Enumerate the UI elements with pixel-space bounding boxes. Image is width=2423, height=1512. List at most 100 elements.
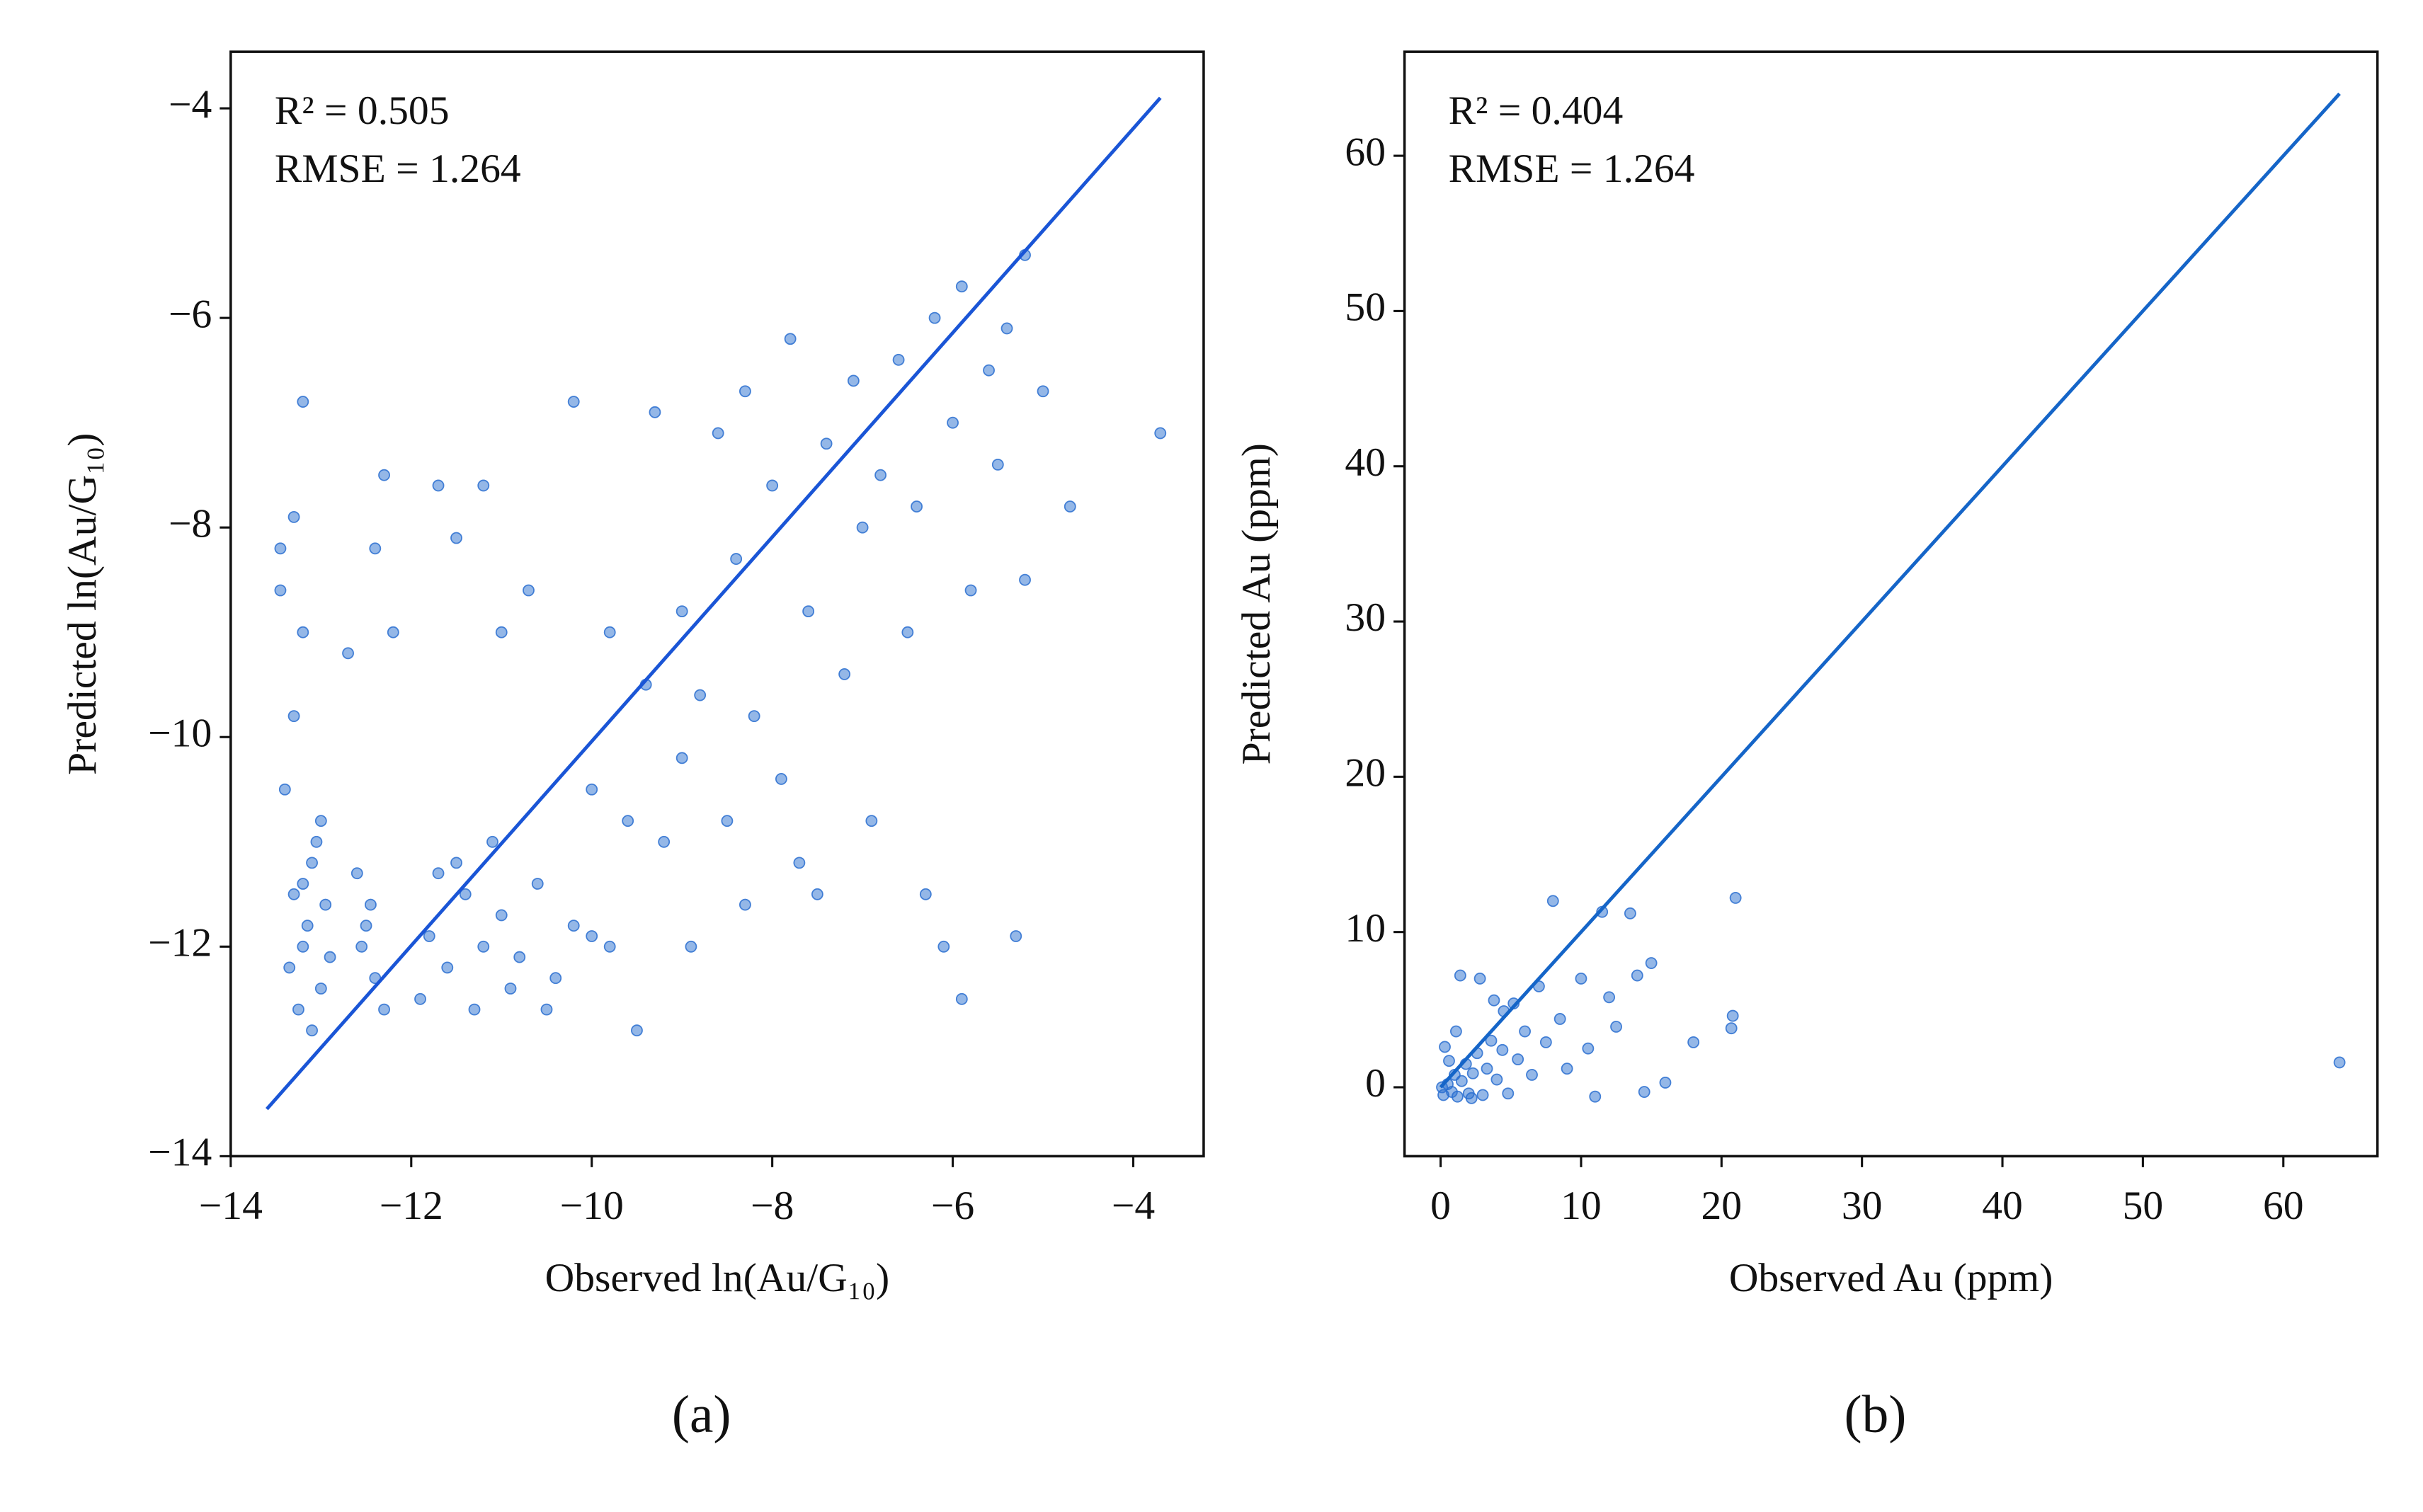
y-axis-label: Predicted ln(Au/G₁₀)	[60, 433, 105, 775]
point	[495, 626, 508, 638]
point	[350, 867, 363, 880]
point	[1502, 1087, 1515, 1100]
x-tick-label: −12	[380, 1184, 443, 1228]
x-tick-label: 20	[1701, 1184, 1742, 1228]
point	[1645, 957, 1658, 969]
point	[549, 972, 562, 985]
point	[1526, 1069, 1538, 1081]
point	[432, 479, 445, 492]
point	[1726, 1009, 1739, 1022]
point	[1631, 969, 1643, 982]
point	[694, 689, 707, 701]
x-tick-label: 0	[1430, 1184, 1451, 1228]
point	[1659, 1076, 1672, 1089]
point	[297, 396, 309, 408]
point	[730, 553, 743, 566]
point	[991, 458, 1004, 471]
point	[495, 909, 508, 922]
point	[278, 783, 291, 796]
annotation: R² = 0.505	[275, 88, 450, 133]
x-tick-label: 30	[1842, 1184, 1883, 1228]
x-tick-label: 40	[1982, 1184, 2023, 1228]
panel-caption: (a)	[672, 1385, 731, 1444]
point	[274, 584, 287, 597]
point	[1589, 1090, 1602, 1103]
point	[748, 710, 760, 723]
point	[1582, 1042, 1595, 1055]
point	[983, 364, 995, 377]
y-tick-label: −4	[169, 82, 212, 127]
y-tick-label: 50	[1345, 285, 1386, 330]
point	[414, 992, 426, 1005]
x-tick-label: −6	[931, 1184, 974, 1228]
point	[292, 1003, 304, 1016]
point	[721, 815, 734, 827]
plot-area	[266, 96, 1167, 1111]
point	[1512, 1053, 1524, 1065]
point	[540, 1003, 553, 1016]
point	[1037, 385, 1049, 398]
point	[649, 406, 661, 418]
x-tick-label: −8	[751, 1184, 794, 1228]
x-tick-label: 10	[1561, 1184, 1602, 1228]
point	[586, 783, 598, 796]
point	[1455, 1075, 1468, 1087]
point	[1496, 1043, 1509, 1056]
point	[603, 940, 616, 953]
point	[1481, 1063, 1493, 1075]
point	[1575, 973, 1587, 985]
point	[838, 668, 851, 680]
point	[856, 521, 869, 534]
y-tick-label: −12	[148, 921, 212, 966]
point	[314, 815, 327, 827]
y-tick-label: −6	[169, 292, 212, 336]
point	[387, 626, 399, 638]
point	[459, 888, 472, 900]
point	[301, 920, 314, 932]
y-tick-label: 0	[1365, 1061, 1386, 1106]
x-tick-label: 60	[2263, 1184, 2304, 1228]
point	[675, 605, 688, 618]
annotation: RMSE = 1.264	[1449, 147, 1695, 191]
point	[423, 930, 435, 942]
y-tick-label: 10	[1345, 906, 1386, 951]
point	[1539, 1036, 1552, 1048]
reference-line	[1439, 92, 2341, 1089]
point	[1476, 1089, 1489, 1101]
point	[306, 1024, 318, 1037]
point	[1485, 1034, 1498, 1047]
point	[1473, 973, 1486, 985]
point	[486, 835, 498, 848]
panel-caption: (b)	[1845, 1385, 1907, 1444]
point	[342, 647, 354, 660]
point	[1449, 1025, 1462, 1038]
point	[820, 437, 833, 450]
point	[1638, 1086, 1651, 1098]
axes-frame	[1403, 50, 2379, 1158]
point	[378, 1003, 390, 1016]
point	[622, 815, 634, 827]
x-axis-label: Observed Au (ppm)	[1729, 1256, 2053, 1300]
point	[1603, 991, 1616, 1004]
point	[1553, 1013, 1566, 1025]
x-tick-label: −14	[199, 1184, 263, 1228]
point	[955, 280, 968, 293]
reference-line	[266, 96, 1162, 1111]
point	[2333, 1056, 2346, 1069]
point	[1561, 1063, 1573, 1075]
x-tick-label: −10	[560, 1184, 624, 1228]
y-tick-label: −14	[148, 1130, 212, 1175]
point	[603, 626, 616, 638]
point	[432, 867, 445, 880]
y-tick-label: 30	[1345, 595, 1386, 640]
point	[1465, 1092, 1478, 1104]
point	[874, 469, 887, 481]
point	[1010, 930, 1022, 942]
point	[712, 427, 724, 440]
point	[739, 385, 751, 398]
point	[784, 333, 797, 345]
y-tick-label: 40	[1345, 440, 1386, 485]
point	[310, 835, 323, 848]
point	[937, 940, 950, 953]
point	[865, 815, 878, 827]
